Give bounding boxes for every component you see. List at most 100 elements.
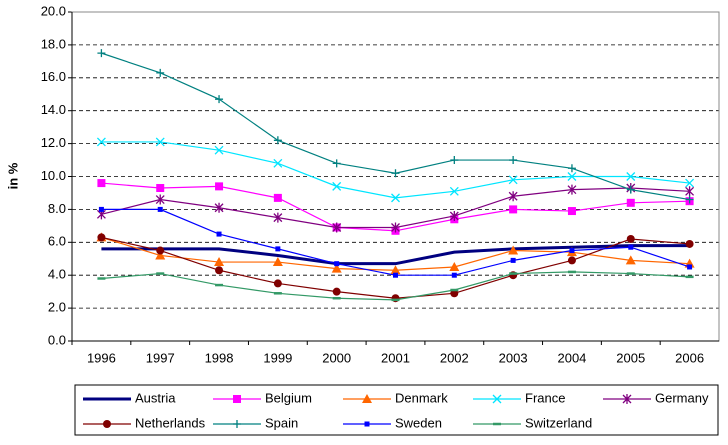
y-tick-label: 2.0: [48, 300, 66, 315]
y-tick-label: 14.0: [41, 102, 66, 117]
marker: [450, 289, 459, 298]
marker: [96, 137, 106, 147]
marker: [334, 261, 340, 267]
marker: [510, 257, 516, 263]
x-tick-label: 2001: [381, 350, 410, 365]
y-tick-label: 12.0: [41, 135, 66, 150]
y-tick-label: 20.0: [41, 3, 66, 18]
marker: [216, 231, 222, 237]
marker: [567, 184, 577, 195]
x-tick-label: 1998: [205, 350, 234, 365]
marker: [626, 235, 635, 244]
marker: [97, 179, 106, 188]
x-tick-label: 2003: [499, 350, 528, 365]
marker: [275, 246, 281, 252]
marker: [156, 246, 165, 255]
marker: [626, 185, 635, 194]
marker: [273, 279, 282, 288]
legend-label: Belgium: [265, 390, 312, 405]
y-tick-label: 18.0: [41, 36, 66, 51]
marker: [449, 261, 460, 271]
marker: [628, 244, 634, 250]
marker: [331, 263, 342, 273]
marker: [569, 248, 575, 254]
x-tick-label: 1996: [87, 350, 116, 365]
series-line: [101, 244, 690, 266]
marker: [273, 158, 283, 168]
legend-marker: [364, 421, 370, 427]
marker: [272, 257, 283, 267]
marker: [685, 195, 694, 204]
x-tick-label: 2004: [557, 350, 586, 365]
marker: [390, 265, 401, 275]
marker: [273, 193, 282, 202]
marker: [567, 164, 576, 173]
legend-label: Netherlands: [135, 415, 206, 430]
series-line: [101, 52, 690, 201]
legend-marker: [492, 394, 502, 404]
legend-label: France: [525, 390, 565, 405]
x-tick-label: 2000: [322, 350, 351, 365]
y-axis-label: in %: [5, 162, 20, 189]
marker: [687, 264, 693, 270]
marker: [156, 184, 165, 193]
marker: [332, 181, 342, 191]
marker: [215, 266, 224, 275]
y-tick-label: 0.0: [48, 332, 66, 347]
marker: [155, 250, 166, 260]
marker: [155, 137, 165, 147]
legend-marker: [362, 394, 372, 403]
marker: [449, 186, 459, 196]
marker: [156, 68, 165, 77]
marker: [626, 198, 635, 207]
marker: [214, 202, 224, 213]
marker: [508, 175, 518, 185]
marker: [391, 222, 400, 233]
marker: [451, 272, 457, 278]
marker: [157, 206, 163, 212]
marker: [97, 49, 106, 58]
marker: [509, 156, 518, 165]
legend-marker: [233, 395, 241, 403]
x-tick-label: 2002: [440, 350, 469, 365]
marker: [450, 156, 459, 165]
marker: [685, 178, 695, 188]
marker: [449, 210, 459, 221]
marker: [626, 172, 636, 181]
marker: [332, 222, 342, 233]
marker: [509, 205, 518, 214]
legend-marker: [103, 420, 111, 428]
y-tick-label: 4.0: [48, 267, 66, 282]
y-tick-label: 16.0: [41, 69, 66, 84]
marker: [214, 145, 224, 155]
marker: [98, 206, 104, 212]
marker: [215, 182, 224, 191]
x-tick-label: 2006: [675, 350, 704, 365]
marker: [332, 287, 341, 296]
x-tick-label: 2005: [616, 350, 645, 365]
y-tick-label: 10.0: [41, 168, 66, 183]
legend-marker: [233, 420, 241, 428]
marker: [214, 257, 225, 267]
y-tick-label: 8.0: [48, 201, 66, 216]
legend-label: Sweden: [395, 415, 442, 430]
marker: [567, 172, 577, 181]
marker: [508, 245, 519, 255]
marker: [393, 272, 398, 278]
x-tick-label: 1997: [146, 350, 175, 365]
legend-label: Spain: [265, 415, 298, 430]
marker: [273, 212, 283, 223]
legend-label: Germany: [655, 390, 709, 405]
marker: [685, 186, 695, 197]
marker: [273, 136, 282, 145]
legend-label: Switzerland: [525, 415, 592, 430]
marker: [391, 169, 400, 178]
legend-label: Denmark: [395, 390, 448, 405]
legend-marker: [622, 394, 632, 404]
marker: [567, 207, 576, 216]
marker: [685, 239, 694, 248]
legend-label: Austria: [135, 390, 176, 405]
marker: [567, 256, 576, 265]
marker: [508, 191, 518, 202]
